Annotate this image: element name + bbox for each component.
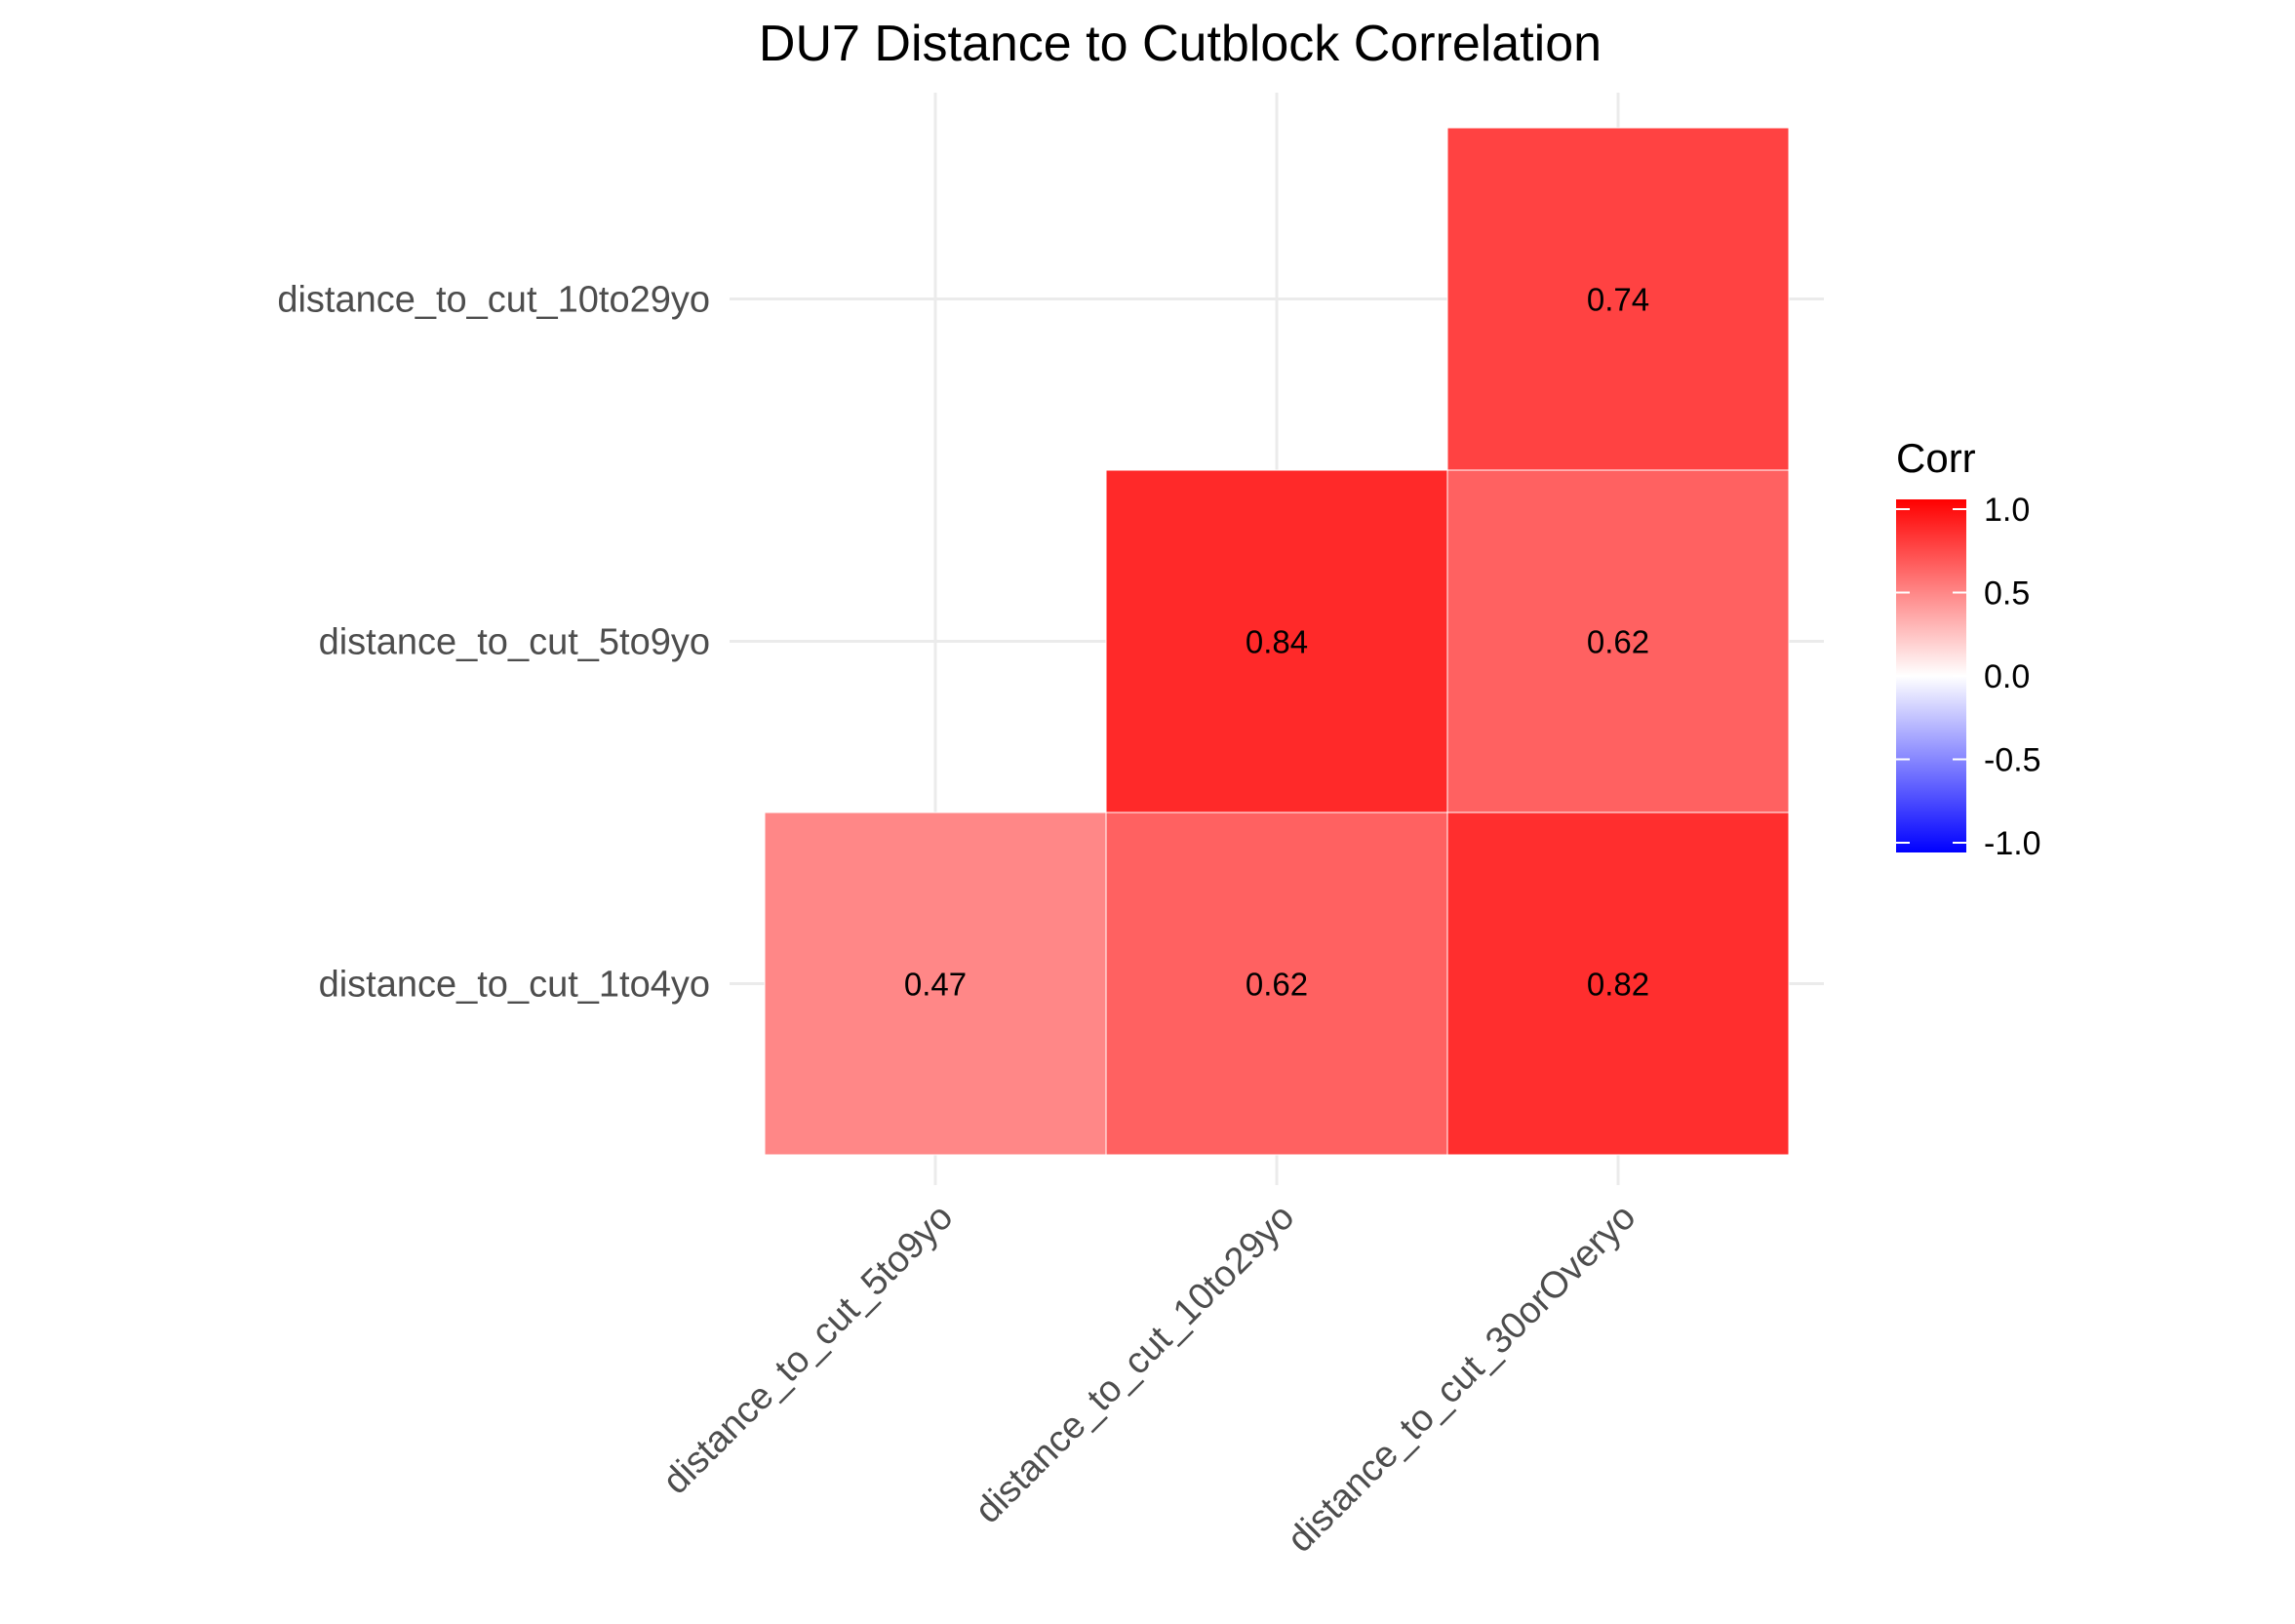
legend-tick-label: -1.0 (1984, 825, 2041, 862)
y-tick-label: distance_to_cut_5to9yo (319, 622, 710, 663)
x-axis-ticks: distance_to_cut_5to9yo distance_to_cut_10… (655, 1197, 1644, 1561)
heatmap-cell (1446, 127, 1790, 471)
cell-value-label: 0.84 (1246, 624, 1308, 660)
y-axis-ticks: distance_to_cut_1to4yo distance_to_cut_5t… (277, 280, 710, 1006)
legend-tick-label: -0.5 (1984, 742, 2041, 779)
y-tick-label: distance_to_cut_1to4yo (319, 965, 710, 1006)
cell-labels: 0.47 0.62 0.82 0.84 0.62 0.74 (904, 282, 1649, 1003)
heatmap-cell (1446, 812, 1790, 1156)
x-tick-label: distance_to_cut_30orOveryo (1280, 1197, 1643, 1561)
heatmap-cells (764, 127, 1790, 1156)
legend-title: Corr (1896, 435, 1976, 481)
heatmap-cell (764, 812, 1107, 1156)
heatmap-cell (1105, 469, 1448, 813)
legend-ticks: 1.0 0.5 0.0 -0.5 -1.0 (1896, 492, 2041, 862)
cell-value-label: 0.47 (904, 967, 967, 1003)
legend-tick-label: 0.0 (1984, 658, 2030, 695)
cell-value-label: 0.62 (1246, 967, 1308, 1003)
x-tick-label: distance_to_cut_10to29yo (968, 1197, 1302, 1531)
chart-title: DU7 Distance to Cutblock Correlation (759, 16, 1602, 72)
heatmap-cell (1446, 469, 1790, 813)
x-tick-label: distance_to_cut_5to9yo (655, 1197, 962, 1503)
legend-tick-label: 0.5 (1984, 575, 2030, 613)
cell-value-label: 0.82 (1587, 967, 1649, 1003)
cell-value-label: 0.62 (1587, 624, 1649, 660)
cell-value-label: 0.74 (1587, 282, 1649, 318)
heatmap-cell (1105, 812, 1448, 1156)
color-legend: Corr 1.0 0.5 0.0 -0.5 -1.0 (1896, 435, 2041, 862)
legend-tick-label: 1.0 (1984, 492, 2030, 529)
y-tick-label: distance_to_cut_10to29yo (277, 280, 710, 321)
